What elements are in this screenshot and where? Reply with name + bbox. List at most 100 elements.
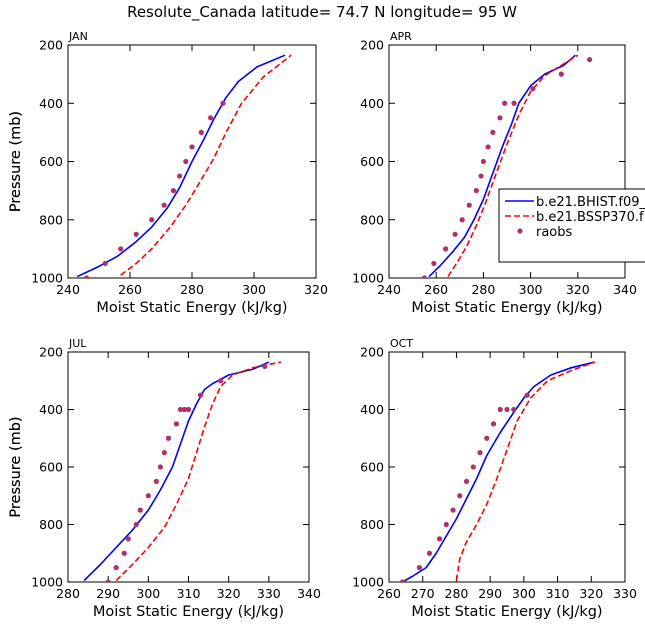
raobs-point bbox=[443, 246, 449, 252]
raobs-point bbox=[262, 363, 268, 369]
x-axis-label: Moist Static Energy (kJ/kg) bbox=[411, 604, 602, 620]
legend-label-hist: b.e21.BHIST.f09_ bbox=[536, 195, 645, 210]
legend: b.e21.BHIST.f09_ b.e21.BSSP370.f raobs bbox=[498, 188, 645, 263]
raobs-point bbox=[463, 478, 470, 484]
raobs-point bbox=[177, 173, 183, 179]
raobs-point bbox=[177, 406, 184, 413]
x-tick-label: 240 bbox=[377, 282, 401, 297]
raobs-point bbox=[165, 435, 172, 441]
raobs-point bbox=[473, 188, 479, 194]
raobs-point bbox=[459, 217, 465, 223]
x-tick-label: 300 bbox=[242, 282, 266, 297]
raobs-point bbox=[185, 406, 192, 413]
raobs-point bbox=[84, 275, 90, 278]
y-tick-label: 800 bbox=[39, 212, 63, 227]
raobs-point bbox=[198, 129, 204, 135]
raobs-point bbox=[421, 275, 427, 278]
y-tick-label: 1000 bbox=[352, 271, 384, 286]
x-tick-label: 280 bbox=[180, 282, 204, 297]
panel-jan: JAN 240 260 280 300 320 200 400 600 800 1000 Moist … bbox=[8, 30, 328, 316]
legend-label-ssp: b.e21.BSSP370.f bbox=[536, 210, 644, 225]
raobs-point bbox=[208, 115, 214, 121]
series-line-ssp370 bbox=[120, 54, 292, 276]
x-tick-label: 270 bbox=[411, 586, 435, 601]
y-tick-label: 600 bbox=[360, 460, 384, 475]
raobs-point bbox=[181, 406, 188, 413]
y-tick-label: 200 bbox=[360, 345, 384, 360]
raobs-point bbox=[145, 493, 151, 499]
y-tick-label: 400 bbox=[360, 96, 384, 111]
figure-title: Resolute_Canada latitude= 74.7 N longitu… bbox=[127, 3, 517, 22]
raobs-point bbox=[173, 421, 180, 427]
x-tick-label: 330 bbox=[257, 586, 281, 601]
y-axis-label: Pressure (mb) bbox=[8, 416, 24, 517]
y-axis-label: Pressure (mb) bbox=[8, 111, 24, 212]
series-line-ssp370 bbox=[115, 361, 282, 582]
plot-area bbox=[76, 54, 292, 278]
x-tick-label: 240 bbox=[56, 282, 80, 297]
y-tick-label: 800 bbox=[360, 212, 384, 227]
raobs-point bbox=[218, 378, 224, 384]
raobs-point bbox=[399, 579, 406, 582]
y-tick-label: 1000 bbox=[352, 575, 384, 590]
raobs-point bbox=[524, 392, 530, 398]
series-line-bhist bbox=[83, 361, 270, 582]
raobs-point bbox=[490, 129, 496, 135]
x-axis-label: Moist Static Energy (kJ/kg) bbox=[93, 604, 284, 620]
raobs-point bbox=[558, 71, 564, 77]
raobs-point bbox=[490, 421, 497, 427]
series-line-bhist bbox=[402, 361, 595, 582]
x-tick-label: 310 bbox=[546, 586, 570, 601]
raobs-point bbox=[426, 550, 433, 556]
raobs-point bbox=[125, 536, 131, 542]
raobs-point bbox=[133, 231, 139, 237]
plot-area bbox=[399, 361, 595, 582]
raobs-point bbox=[157, 464, 163, 470]
y-tick-label: 600 bbox=[360, 154, 384, 169]
x-tick-label: 290 bbox=[96, 586, 120, 601]
panel-oct: OCT 260 270 280 290 300 310 320 330 200 400 600 800 1… bbox=[8, 337, 637, 620]
raobs-point bbox=[153, 478, 159, 484]
x-tick-label: 260 bbox=[118, 282, 142, 297]
raobs-point bbox=[443, 521, 449, 528]
plot-area bbox=[421, 54, 593, 278]
panel-apr: APR 240 260 280 300 320 340 200 400 600 800 1000 Moi… bbox=[8, 30, 637, 316]
y-axis-label: Pressure (mb) bbox=[8, 416, 24, 517]
x-tick-label: 300 bbox=[512, 586, 536, 601]
x-tick-label: 320 bbox=[566, 282, 590, 297]
raobs-point bbox=[457, 493, 463, 499]
raobs-point bbox=[416, 565, 422, 571]
y-axis-label: Pressure (mb) bbox=[8, 111, 24, 212]
panel-label: APR bbox=[390, 30, 412, 43]
raobs-point bbox=[511, 100, 517, 106]
legend-label-raobs: raobs bbox=[536, 225, 573, 240]
x-tick-label: 320 bbox=[579, 586, 603, 601]
raobs-point bbox=[436, 536, 443, 542]
x-axis-label: Moist Static Energy (kJ/kg) bbox=[411, 300, 602, 316]
y-tick-label: 400 bbox=[39, 402, 63, 417]
raobs-point bbox=[480, 158, 486, 165]
series-line-ssp370 bbox=[447, 54, 579, 277]
y-tick-label: 200 bbox=[360, 38, 384, 53]
raobs-point bbox=[197, 392, 204, 398]
x-tick-label: 340 bbox=[613, 282, 637, 297]
plot-frame bbox=[388, 351, 626, 583]
raobs-point bbox=[484, 435, 490, 441]
x-tick-label: 340 bbox=[297, 586, 321, 601]
raobs-point bbox=[530, 86, 536, 92]
raobs-point bbox=[170, 188, 176, 194]
raobs-point bbox=[133, 521, 139, 528]
x-tick-label: 290 bbox=[478, 586, 502, 601]
x-tick-label: 260 bbox=[424, 282, 448, 297]
series-line-bhist bbox=[76, 54, 286, 278]
plot-frame bbox=[67, 351, 310, 583]
raobs-point bbox=[485, 144, 491, 150]
raobs-point bbox=[183, 158, 189, 165]
raobs-point bbox=[189, 144, 195, 150]
x-tick-label: 260 bbox=[377, 586, 401, 601]
y-tick-label: 200 bbox=[39, 38, 63, 53]
raobs-point bbox=[161, 450, 167, 456]
series-line-ssp370 bbox=[455, 361, 595, 581]
raobs-point bbox=[105, 579, 111, 582]
